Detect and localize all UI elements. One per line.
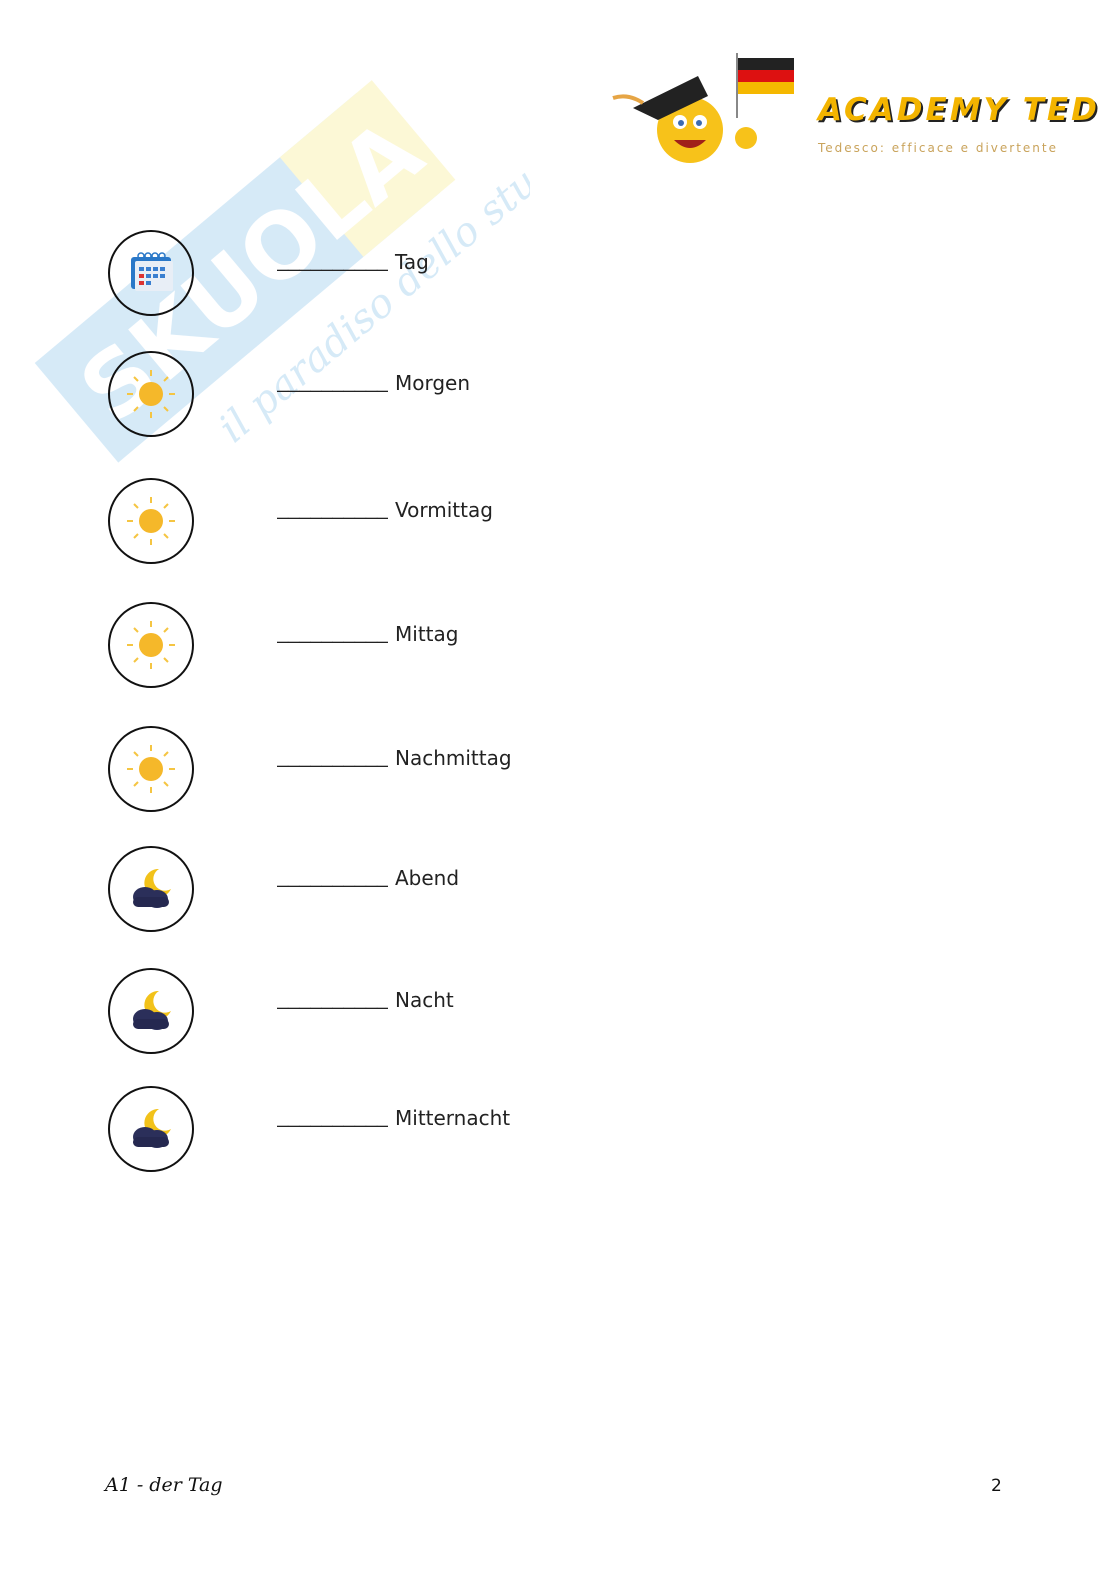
vocab-word: Morgen	[395, 371, 471, 395]
mascot-flag-icon	[612, 53, 794, 163]
exercise-item: __________ Abend	[0, 846, 1116, 936]
icon-circle	[108, 478, 194, 564]
sun-icon	[127, 370, 175, 418]
vocab-word: Vormittag	[395, 498, 493, 522]
exercise-item: __________ Nacht	[0, 968, 1116, 1058]
exercise-item: __________ Tag	[0, 230, 1116, 320]
answer-blank[interactable]: __________	[277, 988, 388, 1010]
answer-blank[interactable]: __________	[277, 866, 388, 888]
exercise-item: __________ Vormittag	[0, 478, 1116, 568]
vocab-word: Nacht	[395, 988, 454, 1012]
icon-circle	[108, 351, 194, 437]
vocab-word: Abend	[395, 866, 460, 890]
answer-blank[interactable]: __________	[277, 250, 388, 272]
icon-circle	[108, 846, 194, 932]
footer-title: A1 - der Tag	[105, 1474, 223, 1496]
answer-blank[interactable]: __________	[277, 622, 388, 644]
vocab-word: Nachmittag	[395, 746, 512, 770]
icon-circle	[108, 726, 194, 812]
exercise-item: __________ Nachmittag	[0, 726, 1116, 816]
answer-blank[interactable]: __________	[277, 498, 388, 520]
moon-cloud-icon	[133, 990, 171, 1030]
icon-circle	[108, 230, 194, 316]
sun-icon	[127, 745, 175, 793]
logo-title: ACADEMY TED	[818, 92, 1100, 128]
icon-circle	[108, 602, 194, 688]
answer-blank[interactable]: __________	[277, 1106, 388, 1128]
icon-circle	[108, 1086, 194, 1172]
calendar-icon	[131, 252, 173, 291]
vocab-word: Mitternacht	[395, 1106, 511, 1130]
vocab-word: Tag	[395, 250, 429, 274]
sun-icon	[127, 497, 175, 545]
moon-cloud-icon	[133, 868, 171, 908]
logo-tagline: Tedesco: efficace e divertente	[818, 141, 1058, 155]
exercise-item: __________ Morgen	[0, 351, 1116, 441]
moon-cloud-icon	[133, 1108, 171, 1148]
icon-circle	[108, 968, 194, 1054]
answer-blank[interactable]: __________	[277, 746, 388, 768]
exercise-item: __________ Mittag	[0, 602, 1116, 692]
vocab-word: Mittag	[395, 622, 459, 646]
page-number: 2	[991, 1476, 1002, 1496]
exercise-item: __________ Mitternacht	[0, 1086, 1116, 1176]
sun-icon	[127, 621, 175, 669]
answer-blank[interactable]: __________	[277, 371, 388, 393]
